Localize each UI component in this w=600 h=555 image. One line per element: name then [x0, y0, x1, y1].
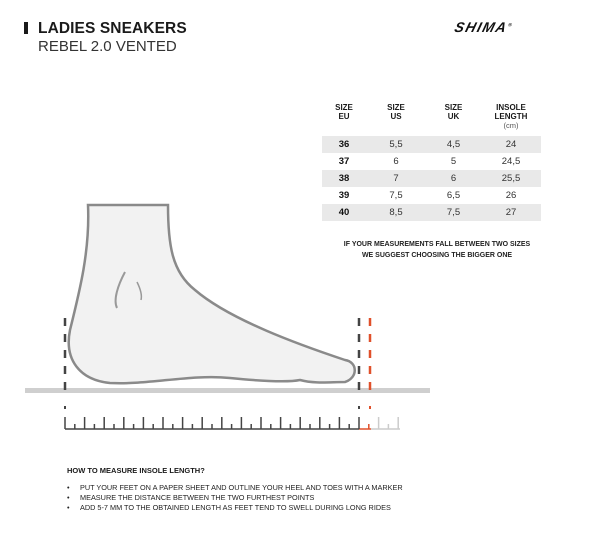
page-subtitle: REBEL 2.0 VENTED [38, 38, 177, 55]
table-cell: 5,5 [366, 136, 426, 153]
table-cell: 6,5 [446, 190, 461, 201]
table-row: 40 8,5 7,5 27 [322, 204, 541, 221]
table-cell: 7 [366, 170, 426, 187]
table-cell: 38 [322, 170, 366, 187]
foot-shape [67, 203, 356, 385]
table-cell: 36 [322, 136, 366, 153]
table-cell: 27 [481, 204, 541, 221]
table-cell: 6 [393, 156, 399, 167]
table-cell: 24 [481, 136, 541, 153]
title-marker [24, 22, 28, 34]
page-title: LADIES SNEAKERS [38, 20, 187, 37]
table-row: 38 7 6 25,5 [322, 170, 541, 187]
col-header: INSOLE LENGTH (cm) [494, 103, 528, 130]
size-advice-note: IF YOUR MEASUREMENTS FALL BETWEEN TWO SI… [343, 241, 531, 259]
table-row: 37 6 5 24,5 [322, 153, 541, 170]
ankle-line [114, 271, 126, 309]
instructions-list: PUT YOUR FEET ON A PAPER SHEET AND OUTLI… [67, 483, 403, 513]
floor-line [25, 388, 430, 393]
table-cell: 4,5 [426, 136, 481, 153]
table-cell: 5 [450, 156, 457, 167]
table-row: 36 5,5 4,5 24 [322, 136, 541, 153]
instruction-item: ADD 5-7 MM TO THE OBTAINED LENGTH AS FEE… [67, 503, 403, 513]
col-header: SIZE UK [444, 103, 463, 121]
table-cell: 40 [322, 204, 366, 221]
instruction-item: PUT YOUR FEET ON A PAPER SHEET AND OUTLI… [67, 483, 403, 493]
ankle-line [136, 281, 143, 301]
table-cell: 39 [338, 190, 350, 201]
table-cell: 6 [426, 170, 481, 187]
table-cell: 37 [338, 156, 350, 167]
table-cell: 24,5 [501, 156, 521, 167]
table-cell: 8,5 [366, 204, 426, 221]
ruler [64, 417, 400, 430]
table-cell: 7,5 [389, 190, 403, 201]
table-cell: 25,5 [481, 170, 541, 187]
col-header: SIZE EU [335, 103, 353, 121]
col-header: SIZE US [387, 103, 405, 121]
table-row: 39 7,5 6,5 26 [322, 187, 541, 204]
instructions-heading: HOW TO MEASURE INSOLE LENGTH? [67, 466, 205, 475]
instruction-item: MEASURE THE DISTANCE BETWEEN THE TWO FUR… [67, 493, 403, 503]
table-cell: 26 [505, 190, 517, 201]
table-cell: 7,5 [426, 204, 481, 221]
size-table: SIZE EU SIZE US SIZE UK INSOLE LENGTH (cm) 3… [322, 103, 541, 221]
